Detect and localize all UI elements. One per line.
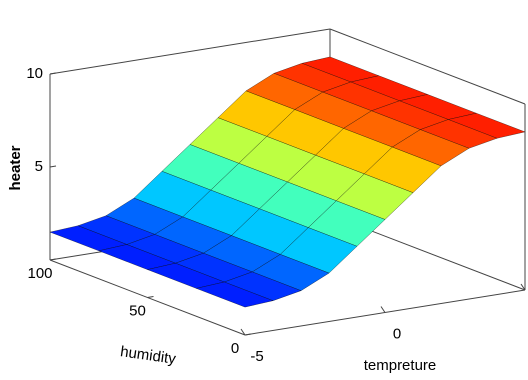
z-tick-label: 10 bbox=[26, 65, 43, 82]
box-edge bbox=[49, 28, 331, 75]
y-tick bbox=[49, 258, 57, 261]
y-tick-label: 50 bbox=[129, 302, 146, 319]
y-tick-label: 100 bbox=[27, 265, 52, 282]
surface bbox=[49, 56, 526, 308]
axes-front: -505050100 bbox=[27, 258, 526, 365]
z-tick bbox=[49, 72, 57, 75]
y-axis-title: humidity bbox=[119, 343, 177, 368]
x-axis-title: tempreture bbox=[364, 357, 437, 374]
y-tick bbox=[147, 296, 154, 298]
box-edge bbox=[329, 28, 526, 105]
x-tick bbox=[380, 306, 386, 313]
z-tick bbox=[49, 165, 57, 168]
surface-patch bbox=[195, 281, 274, 308]
x-tick-label: 0 bbox=[393, 325, 401, 342]
x-tick bbox=[520, 283, 526, 291]
y-tick bbox=[244, 333, 252, 336]
z-axis-title: heater bbox=[7, 145, 24, 190]
z-tick-label: 5 bbox=[35, 158, 43, 175]
x-tick-label: -5 bbox=[250, 348, 263, 365]
x-tick bbox=[240, 328, 246, 336]
y-tick-label: 0 bbox=[231, 340, 239, 357]
